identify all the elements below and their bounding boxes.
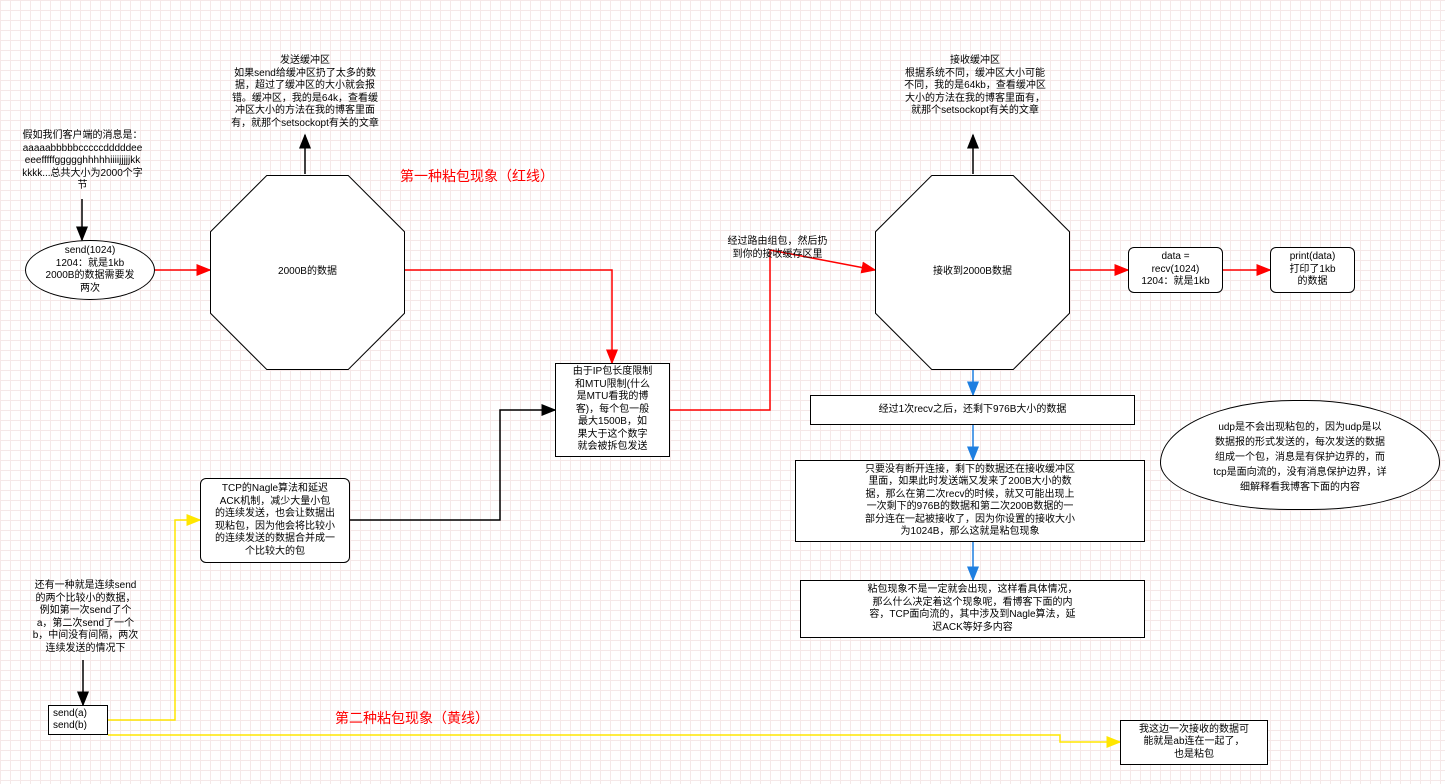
route-text: 经过路由组包，然后扔到你的接收缓存区里 <box>728 236 828 260</box>
octagon-2000b: 2000B的数据 <box>210 175 405 370</box>
send-buffer-note: 发送缓冲区如果send给缓冲区扔了太多的数据，超过了缓冲区的大小就会报错。缓冲区… <box>210 55 400 130</box>
small-send-note: 还有一种就是连续send的两个比较小的数据，例如第一次send了个a，第二次se… <box>18 580 153 655</box>
octagon-2000b-text: 2000B的数据 <box>278 266 337 279</box>
send-1024-text: send(1024)1204：就是1kb2000B的数据需要发两次 <box>46 245 135 295</box>
mtu-box: 由于IP包长度限制和MTU限制(什么是MTU看我的博客)，每个包一般最大1500… <box>555 363 670 457</box>
udp-cloud-text: udp是不会出现粘包的，因为udp是以数据报的形式发送的，每次发送的数据组成一个… <box>1213 418 1386 493</box>
edge-nagle_to_mtu <box>350 410 555 520</box>
title-yellowline: 第二种粘包现象（黄线） <box>335 710 489 728</box>
mtu-text: 由于IP包长度限制和MTU限制(什么是MTU看我的博客)，每个包一般最大1500… <box>573 366 652 454</box>
send-1024-node: send(1024)1204：就是1kb2000B的数据需要发两次 <box>25 240 155 300</box>
edge-sendab_to_result <box>108 735 1120 742</box>
summary-text: 粘包现象不是一定就会出现，这样看具体情况，那么什么决定着这个现象呢，看博客下面的… <box>868 584 1078 634</box>
client-message-text: 假如我们客户端的消息是：aaaaabbbbbcccccdddddeeeeefff… <box>22 130 143 191</box>
print-box: print(data)打印了1kb的数据 <box>1270 247 1355 293</box>
title-redline: 第一种粘包现象（红线） <box>400 168 554 186</box>
octagon-recv2000-text: 接收到2000B数据 <box>933 266 1012 279</box>
nagle-box: TCP的Nagle算法和延迟ACK机制，减少大量小包的连续发送，也会让数据出现粘… <box>200 478 350 563</box>
edge-mtu_to_route <box>670 250 770 410</box>
send-ab-text: send(a)send(b) <box>53 708 87 733</box>
print-text: print(data)打印了1kb的数据 <box>1289 251 1335 289</box>
summary-box: 粘包现象不是一定就会出现，这样看具体情况，那么什么决定着这个现象呢，看博客下面的… <box>800 580 1145 638</box>
route-note: 经过路由组包，然后扔到你的接收缓存区里 <box>705 236 850 261</box>
udp-cloud: udp是不会出现粘包的，因为udp是以数据报的形式发送的，每次发送的数据组成一个… <box>1160 400 1440 510</box>
explain-box: 只要没有断开连接，剩下的数据还在接收缓冲区里面，如果此时发送端又发来了200B大… <box>795 460 1145 542</box>
recv-buffer-note: 接收缓冲区根据系统不同，缓冲区大小可能不同，我的是64kb，查看缓冲区大小的方法… <box>880 55 1070 118</box>
octagon-recv2000: 接收到2000B数据 <box>875 175 1070 370</box>
ab-result-text: 我这边一次接收的数据可能就是ab连在一起了，也是粘包 <box>1139 724 1249 762</box>
client-message-note: 假如我们客户端的消息是：aaaaabbbbbcccccdddddeeeeefff… <box>0 130 165 193</box>
explain-text: 只要没有断开连接，剩下的数据还在接收缓冲区里面，如果此时发送端又发来了200B大… <box>865 464 1075 539</box>
ab-result-box: 我这边一次接收的数据可能就是ab连在一起了，也是粘包 <box>1120 720 1268 765</box>
send-ab-box: send(a)send(b) <box>48 705 108 735</box>
recv-buffer-text: 接收缓冲区根据系统不同，缓冲区大小可能不同，我的是64kb，查看缓冲区大小的方法… <box>904 55 1046 116</box>
nagle-text: TCP的Nagle算法和延迟ACK机制，减少大量小包的连续发送，也会让数据出现粘… <box>215 483 335 558</box>
after-recv-text: 经过1次recv之后，还剩下976B大小的数据 <box>879 404 1067 417</box>
after-recv-box: 经过1次recv之后，还剩下976B大小的数据 <box>810 395 1135 425</box>
edge-oct_to_mtu <box>405 270 612 363</box>
small-send-text: 还有一种就是连续send的两个比较小的数据，例如第一次send了个a，第二次se… <box>33 580 139 654</box>
recv-1024-box: data =recv(1024)1204：就是1kb <box>1128 247 1223 293</box>
recv-1024-text: data =recv(1024)1204：就是1kb <box>1141 251 1209 289</box>
send-buffer-text: 发送缓冲区如果send给缓冲区扔了太多的数据，超过了缓冲区的大小就会报错。缓冲区… <box>231 55 379 129</box>
